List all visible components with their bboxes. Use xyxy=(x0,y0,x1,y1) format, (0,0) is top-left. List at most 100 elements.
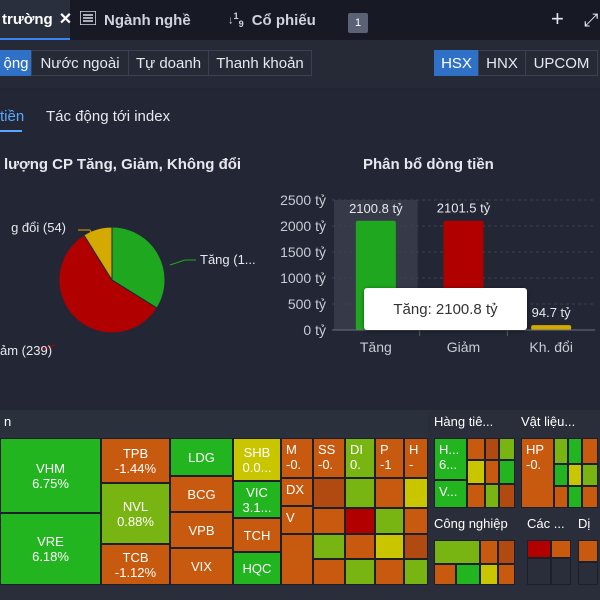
heatmap-tile[interactable] xyxy=(568,464,582,486)
heatmap-tile[interactable] xyxy=(404,559,428,585)
filter-impact-button[interactable]: ộng xyxy=(0,50,32,76)
heatmap-tile[interactable] xyxy=(568,486,582,508)
chart-tooltip: Tăng: 2100.8 tỷ xyxy=(364,288,527,330)
heatmap-tile[interactable] xyxy=(467,484,485,508)
heatmap-tile-v[interactable]: V xyxy=(281,506,313,534)
heatmap-tile-tpb[interactable]: TPB -1.44% xyxy=(101,438,170,483)
heatmap-tile[interactable] xyxy=(551,558,571,585)
filter-proprietary-button[interactable]: Tự doanh xyxy=(128,50,209,76)
heatmap-tile[interactable] xyxy=(568,438,582,464)
heatmap-tile[interactable] xyxy=(499,460,515,484)
change: -0. xyxy=(286,457,302,472)
heatmap-tile-di[interactable]: DI 0. xyxy=(345,438,375,478)
heatmap-tile-m[interactable]: M -0. xyxy=(281,438,313,478)
heatmap-tile[interactable] xyxy=(578,540,598,562)
exchange-hsx-button[interactable]: HSX xyxy=(434,50,479,76)
heatmap-tile[interactable] xyxy=(404,508,428,534)
heatmap-tile-ldg[interactable]: LDG xyxy=(170,438,233,476)
heatmap-tile-p[interactable]: P -1 xyxy=(375,438,404,478)
heatmap-tile[interactable] xyxy=(375,534,404,559)
heatmap-tile[interactable] xyxy=(527,558,551,585)
pie-label-down: ảm (239) xyxy=(0,343,52,358)
bar-chart: 0 tỷ 500 tỷ 1000 tỷ 1500 tỷ 2000 tỷ 2500 tỷ 21… xyxy=(280,192,595,355)
heatmap-tile[interactable] xyxy=(499,438,515,460)
heatmap-tile[interactable] xyxy=(485,484,499,508)
heatmap-tile-materials-hp[interactable]: HP -0. xyxy=(521,438,554,508)
heatmap-tile[interactable] xyxy=(499,484,515,508)
heatmap-tile[interactable] xyxy=(375,559,404,585)
heatmap-tile-consumer-v[interactable]: V... xyxy=(434,480,467,508)
heatmap-tile[interactable] xyxy=(404,534,428,559)
heatmap-tile-bcg[interactable]: BCG xyxy=(170,476,233,512)
ticker: H... xyxy=(439,442,460,457)
heatmap-tile-vhm[interactable]: VHM 6.75% xyxy=(0,438,101,513)
heatmap-tile[interactable] xyxy=(375,478,404,508)
pie-label-unchanged: g đổi (54) xyxy=(11,220,66,235)
tab-market[interactable]: trường ✕ xyxy=(0,0,73,40)
heatmap-tile[interactable] xyxy=(498,564,515,585)
heatmap-group-industrials: Công nghiệp xyxy=(434,516,508,531)
heatmap-tile[interactable] xyxy=(434,564,456,585)
heatmap-tile[interactable] xyxy=(345,534,375,559)
heatmap-tile-hqc[interactable]: HQC xyxy=(233,552,281,585)
pie-slice-down[interactable] xyxy=(58,234,158,334)
heatmap-tile[interactable] xyxy=(480,564,498,585)
heatmap-tile[interactable] xyxy=(313,534,345,559)
heatmap-tile-dx[interactable]: DX xyxy=(281,478,313,506)
heatmap-tile[interactable] xyxy=(404,478,428,508)
tab-industry[interactable]: Ngành nghề xyxy=(79,0,210,40)
heatmap-tile[interactable] xyxy=(467,438,485,460)
heatmap-tile[interactable] xyxy=(345,478,375,508)
y-tick-label: 500 tỷ xyxy=(288,296,326,312)
exchange-hnx-button[interactable]: HNX xyxy=(478,50,526,76)
filter-liquidity-button[interactable]: Thanh khoản xyxy=(208,50,312,76)
exchange-upcom-button[interactable]: UPCOM xyxy=(525,50,598,76)
heatmap-tile[interactable] xyxy=(456,564,480,585)
x-tick-label: Kh. đổi xyxy=(529,339,573,355)
heatmap-tile[interactable] xyxy=(485,438,499,460)
heatmap-tile[interactable] xyxy=(582,438,598,464)
heatmap-tile[interactable] xyxy=(578,562,598,585)
heatmap-tile[interactable] xyxy=(582,464,598,486)
pie-slice-unchanged[interactable] xyxy=(83,226,113,282)
heatmap-tile[interactable] xyxy=(485,460,499,484)
close-icon[interactable]: ✕ xyxy=(58,11,73,28)
heatmap-tile-nvl[interactable]: NVL 0.88% xyxy=(101,483,170,544)
heatmap-tile-vix[interactable]: VIX xyxy=(170,548,233,585)
heatmap-tile[interactable] xyxy=(527,540,551,558)
heatmap-tile[interactable] xyxy=(480,540,498,564)
heatmap-tile[interactable] xyxy=(551,540,571,558)
heatmap-tile[interactable] xyxy=(345,559,375,585)
heatmap-tile[interactable] xyxy=(554,464,568,486)
heatmap-tile[interactable] xyxy=(313,559,345,585)
filter-foreign-button[interactable]: Nước ngoài xyxy=(31,50,129,76)
heatmap-tile-ss[interactable]: SS -0. xyxy=(313,438,345,478)
heatmap-tile[interactable] xyxy=(582,486,598,508)
heatmap-tile-tcb[interactable]: TCB -1.12% xyxy=(101,544,170,585)
subtab-index-impact[interactable]: Tác động tới index xyxy=(46,108,171,125)
expand-icon[interactable]: ⤢ xyxy=(584,10,599,30)
add-tab-icon[interactable]: + xyxy=(551,6,564,31)
heatmap-tile[interactable] xyxy=(345,508,375,534)
heatmap-tile[interactable] xyxy=(554,486,568,508)
heatmap-tile-vic[interactable]: VIC 3.1... xyxy=(233,481,281,518)
change: -1.12% xyxy=(114,564,157,580)
heatmap-tile-h[interactable]: H - xyxy=(404,438,428,478)
heatmap-tile-tch[interactable]: TCH xyxy=(233,518,281,552)
tab-stocks[interactable]: ↓19 Cổ phiếu xyxy=(228,0,338,40)
heatmap-tile[interactable] xyxy=(281,534,313,585)
bar-2[interactable] xyxy=(531,325,572,330)
change: -0. xyxy=(526,457,542,472)
heatmap-tile[interactable] xyxy=(434,540,480,564)
heatmap-tile[interactable] xyxy=(375,508,404,534)
subtab-money-flow[interactable]: tiền xyxy=(0,108,25,125)
heatmap-tile-consumer-h[interactable]: H... 6... xyxy=(434,438,467,480)
heatmap-tile[interactable] xyxy=(554,438,568,464)
heatmap-tile[interactable] xyxy=(498,540,515,564)
heatmap-tile[interactable] xyxy=(313,508,345,534)
heatmap-tile[interactable] xyxy=(313,478,345,508)
heatmap-tile-shb[interactable]: SHB 0.0... xyxy=(233,438,281,481)
heatmap-tile-vre[interactable]: VRE 6.18% xyxy=(0,513,101,585)
heatmap-tile[interactable] xyxy=(467,460,485,484)
heatmap-tile-vpb[interactable]: VPB xyxy=(170,512,233,548)
